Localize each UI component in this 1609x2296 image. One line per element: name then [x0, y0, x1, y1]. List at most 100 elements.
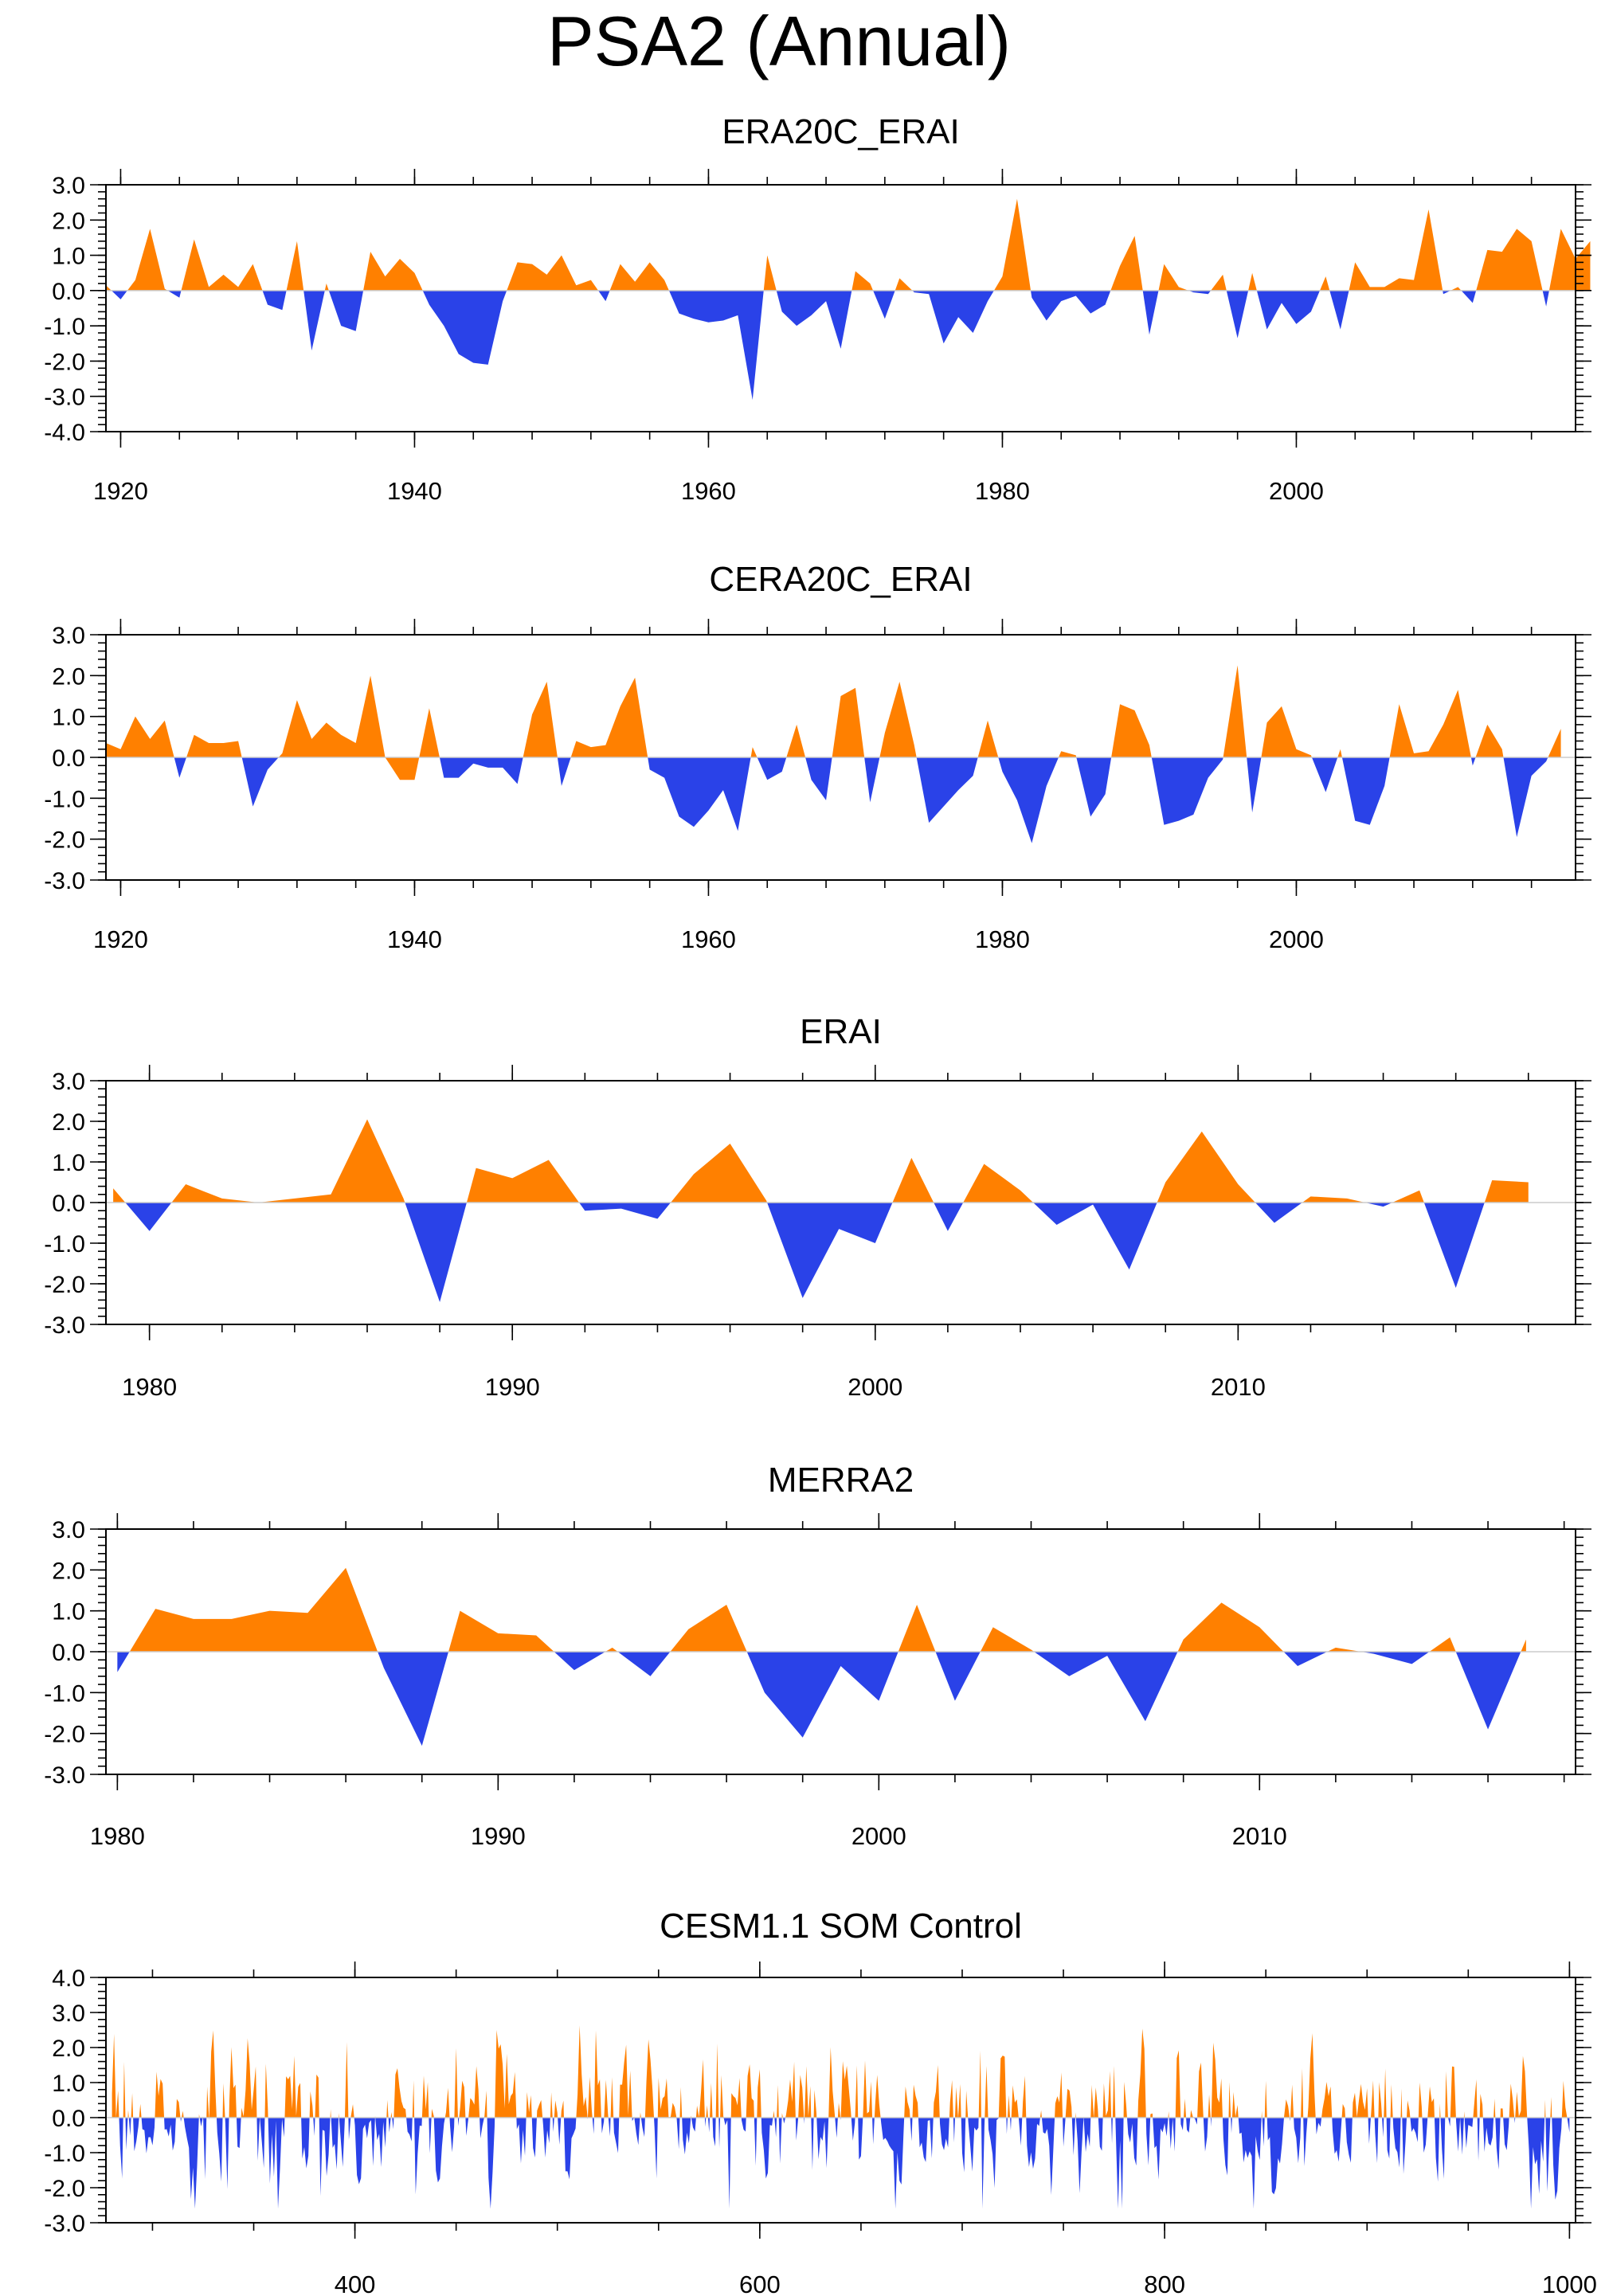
xtick-label: 400 — [335, 2271, 376, 2296]
positive-area — [1384, 2068, 1387, 2118]
negative-area — [1374, 2118, 1379, 2164]
negative-area — [1115, 2118, 1124, 2209]
negative-area — [601, 2118, 605, 2134]
xtick-label: 1980 — [122, 1373, 177, 1401]
positive-area — [1321, 2082, 1333, 2118]
negative-area — [1098, 2118, 1103, 2151]
negative-area — [1169, 2118, 1176, 2152]
panel-4: MERRA2 3.0 2.0 1.0 0.0 -1.0 -2.0 -3.0 1980 1990 20… — [44, 1461, 1591, 1850]
xtick-label: 2000 — [848, 1373, 902, 1401]
negative-area — [1034, 1652, 1178, 1722]
xtick-label: 1940 — [387, 477, 442, 505]
positive-area — [1445, 2071, 1448, 2118]
positive-area — [1476, 229, 1543, 291]
negative-area — [542, 2118, 550, 2158]
positive-area — [1479, 2094, 1483, 2118]
positive-area — [278, 675, 420, 780]
positive-area — [954, 2087, 958, 2118]
negative-area — [1495, 2118, 1501, 2170]
positive-area — [1007, 2095, 1011, 2118]
positive-area — [431, 2109, 434, 2118]
area-series — [113, 1119, 1529, 1302]
negative-area — [1503, 757, 1548, 838]
negative-area — [1203, 2118, 1208, 2152]
negative-area — [133, 2118, 139, 2152]
ytick-label: 2.0 — [52, 2036, 85, 2062]
negative-area — [406, 2118, 413, 2141]
positive-area — [851, 271, 874, 291]
panel-title: CERA20C_ERAI — [709, 560, 972, 599]
negative-area — [782, 2118, 786, 2124]
ytick-label: -3.0 — [44, 1312, 85, 1339]
negative-area — [648, 757, 751, 831]
negative-area — [339, 2118, 345, 2168]
ytick-label: 2.0 — [52, 663, 85, 690]
negative-area — [1071, 2118, 1075, 2156]
positive-area — [421, 2075, 429, 2118]
negative-area — [1226, 290, 1249, 338]
positive-area — [786, 724, 806, 757]
positive-area — [1500, 2108, 1504, 2118]
ytick-label: 1.0 — [52, 1150, 85, 1176]
negative-area — [1345, 2118, 1353, 2163]
negative-area — [301, 2118, 310, 2169]
positive-area — [1211, 274, 1227, 291]
positive-area — [670, 1604, 747, 1652]
positive-area — [171, 1119, 405, 1203]
negative-area — [968, 2118, 979, 2172]
negative-area — [1329, 290, 1349, 330]
positive-area — [1264, 2080, 1267, 2118]
positive-area — [898, 1604, 936, 1652]
negative-area — [1151, 757, 1223, 825]
negative-area — [1283, 1652, 1328, 1666]
negative-area — [704, 2118, 707, 2127]
ytick-label: 4.0 — [52, 1965, 85, 1992]
negative-area — [939, 2118, 949, 2150]
positive-area — [127, 2110, 129, 2118]
negative-area — [811, 2118, 814, 2170]
xtick-label: 1980 — [975, 477, 1030, 505]
negative-area — [1447, 2118, 1450, 2126]
positive-area — [1248, 272, 1257, 291]
negative-area — [225, 2118, 229, 2189]
negative-area — [1368, 2118, 1371, 2144]
ytick-label: 1.0 — [52, 2071, 85, 2097]
ytick-label: 2.0 — [52, 1109, 85, 1136]
positive-area — [182, 2110, 184, 2118]
negative-area — [795, 2118, 799, 2141]
xtick-label: 2000 — [851, 1822, 906, 1850]
ytick-label: 3.0 — [52, 173, 85, 199]
ytick-label: 3.0 — [52, 2001, 85, 2027]
positive-area — [912, 2084, 918, 2118]
xtick-label: 1990 — [485, 1373, 540, 1401]
positive-area — [1211, 2042, 1223, 2118]
negative-area — [128, 2118, 131, 2136]
positive-area — [949, 2079, 953, 2118]
negative-area — [1247, 757, 1262, 813]
negative-area — [1075, 2118, 1084, 2194]
negative-area — [613, 2118, 620, 2153]
positive-area — [393, 2067, 407, 2118]
positive-area — [324, 284, 329, 291]
negative-area — [1470, 757, 1476, 766]
positive-area — [781, 2113, 783, 2118]
panel-2: CERA20C_ERAI 3.0 2.0 1.0 0.0 -1.0 -2.0 -3.0 1920… — [44, 560, 1591, 953]
negative-area — [180, 2118, 182, 2122]
positive-area — [1261, 706, 1312, 757]
negative-area — [1341, 757, 1390, 825]
positive-area — [1208, 2094, 1211, 2118]
negative-area — [375, 2118, 387, 2168]
positive-area — [1090, 2085, 1094, 2118]
ytick-label: 1.0 — [52, 705, 85, 731]
xtick-label: 1920 — [93, 925, 148, 953]
positive-area — [1473, 2079, 1478, 2118]
positive-area — [286, 241, 304, 291]
negative-area — [1142, 290, 1159, 335]
negative-area — [835, 2118, 838, 2138]
negative-area — [761, 2118, 773, 2179]
negative-area — [1294, 2118, 1302, 2164]
ytick-label: -1.0 — [44, 786, 85, 812]
negative-area — [125, 1203, 172, 1231]
positive-area — [679, 2087, 683, 2118]
panels: ERA20C_ERAI 3.0 2.0 1.0 0.0 -1.0 -2.0 -3.0 -4.0 1… — [44, 112, 1597, 2296]
